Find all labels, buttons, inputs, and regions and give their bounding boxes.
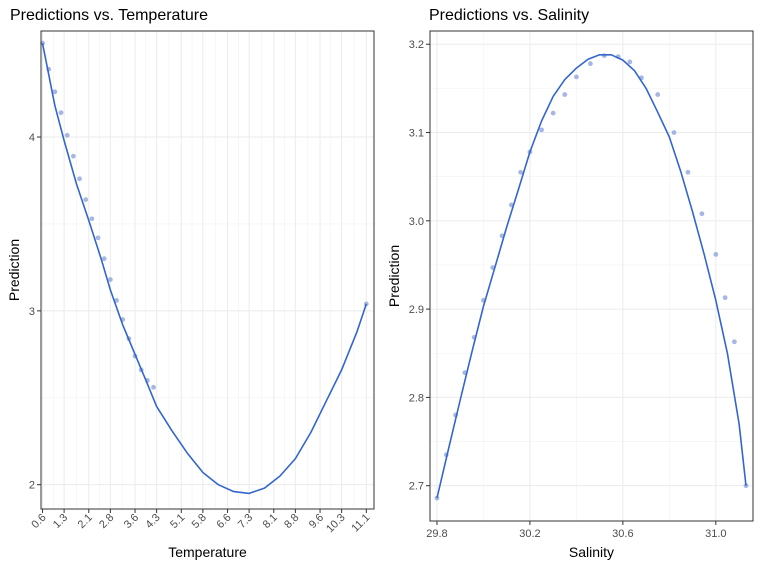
x-tick-label: 2.1 xyxy=(76,512,95,531)
data-point xyxy=(562,92,568,97)
data-point xyxy=(101,256,107,262)
x-tick-label: 29.8 xyxy=(426,528,447,540)
y-tick-label: 3.2 xyxy=(409,39,424,51)
series-line xyxy=(436,54,747,499)
x-tick-label: 4.3 xyxy=(143,512,162,531)
data-point xyxy=(434,495,440,501)
data-point xyxy=(518,169,524,175)
y-tick-label: 2 xyxy=(29,480,35,492)
chart-title: Predictions vs. Salinity xyxy=(429,7,590,24)
data-point xyxy=(671,130,677,135)
series-line xyxy=(41,43,368,495)
x-tick-label: 5.8 xyxy=(190,512,209,531)
data-point xyxy=(722,295,728,301)
plot-border xyxy=(40,30,375,510)
salinity-chart-panel: Predictions vs. Salinity 29.8 30.2 30.6 31.… xyxy=(380,0,760,568)
y-tick-label: 2.9 xyxy=(409,304,424,316)
data-point xyxy=(151,384,156,390)
data-point xyxy=(52,89,58,95)
plot-border xyxy=(429,30,754,522)
temperature-chart-panel: Predictions vs. Temperature 0.6 1.3 2.1 2.8… xyxy=(6,7,375,560)
data-point xyxy=(70,153,76,159)
y-axis-title: Prediction xyxy=(386,245,402,307)
data-point xyxy=(587,61,593,67)
x-tick-label: 1.3 xyxy=(51,512,70,531)
data-point xyxy=(64,132,70,138)
data-point xyxy=(627,59,633,65)
x-tick-label: 31.0 xyxy=(705,528,726,540)
salinity-chart: 29.8 30.2 30.6 31.0 2.7 2.8 2.9 3.0 3.1 3.2 Salini… xyxy=(386,30,754,560)
data-point xyxy=(89,216,95,222)
data-point xyxy=(550,110,556,116)
data-point xyxy=(83,197,89,203)
data-point xyxy=(713,251,719,257)
x-tick-label: 10.3 xyxy=(324,512,348,536)
data-point xyxy=(58,110,64,116)
data-point xyxy=(699,211,705,217)
x-tick-label: 8.1 xyxy=(261,512,280,531)
data-point xyxy=(107,277,113,282)
data-point xyxy=(539,127,544,133)
y-tick-label: 3.0 xyxy=(409,216,424,228)
data-point xyxy=(655,92,661,97)
data-point xyxy=(95,235,101,241)
data-point xyxy=(685,169,691,175)
data-point xyxy=(77,176,82,182)
y-tick-label: 3.1 xyxy=(409,128,424,140)
x-tick-label: 5.1 xyxy=(168,512,187,531)
x-tick-label: 3.6 xyxy=(122,512,141,531)
x-axis-title: Salinity xyxy=(569,544,614,560)
x-tick-label: 9.6 xyxy=(307,512,326,531)
x-tick-label: 30.2 xyxy=(519,528,540,540)
data-point xyxy=(732,339,737,345)
x-tick-label: 8.8 xyxy=(282,512,301,531)
data-point xyxy=(573,74,579,80)
y-tick-label: 4 xyxy=(29,132,35,144)
x-tick-label: 11.1 xyxy=(349,512,372,535)
temperature-chart: 0.6 1.3 2.1 2.8 3.6 4.3 5.1 5.8 6.6 7.3 8.1 8.8 9.61… xyxy=(6,30,375,560)
x-tick-label: 2.8 xyxy=(97,512,116,531)
x-tick-label: 30.6 xyxy=(612,528,633,540)
x-tick-label: 0.6 xyxy=(29,512,48,531)
y-axis-title: Prediction xyxy=(6,239,22,301)
x-axis-title: Temperature xyxy=(168,544,247,560)
y-tick-label: 2.8 xyxy=(409,392,424,404)
chart-title: Predictions vs. Temperature xyxy=(10,7,209,24)
y-tick-label: 2.7 xyxy=(409,481,424,493)
x-tick-label: 7.3 xyxy=(236,512,255,531)
x-tick-label: 6.6 xyxy=(214,512,233,531)
y-tick-label: 3 xyxy=(29,306,35,318)
